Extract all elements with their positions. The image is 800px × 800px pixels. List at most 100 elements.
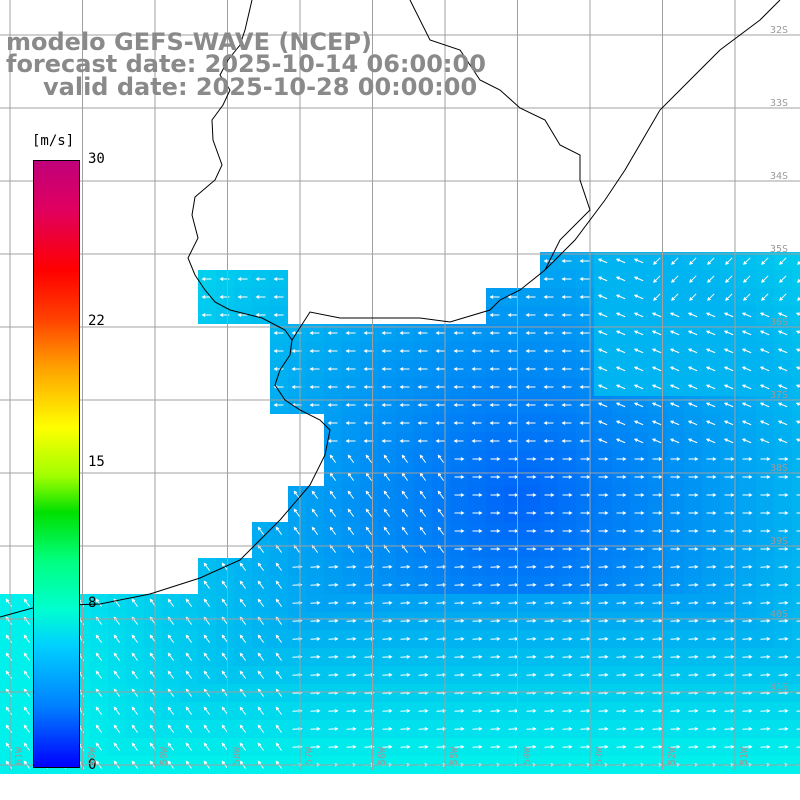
wind-arrow-head — [345, 331, 350, 335]
wind-arrow-head — [640, 601, 645, 605]
wind-arrow-head — [586, 709, 591, 713]
wind-arrow-head — [615, 384, 620, 388]
wind-arrow-head — [203, 652, 208, 657]
wind-arrow-head — [741, 384, 746, 388]
wind-arrow — [95, 671, 103, 679]
wind-arrow-head — [370, 673, 375, 677]
wind-arrow-head — [561, 349, 566, 353]
wind-arrow-head — [543, 439, 548, 443]
wind-arrow — [616, 276, 626, 282]
wind-arrow-head — [460, 457, 465, 461]
wind-arrow-head — [550, 565, 555, 569]
wind-arrow — [5, 689, 13, 697]
wind-arrow-head — [347, 526, 352, 531]
wind-arrow-head — [651, 438, 656, 442]
wind-arrow-head — [489, 403, 494, 407]
wind-arrow-head — [543, 295, 548, 299]
wind-arrow — [760, 312, 770, 318]
wind-arrow — [401, 455, 409, 463]
wind-arrow — [598, 384, 608, 390]
wind-arrow-head — [471, 403, 476, 407]
wind-arrow-head — [352, 673, 357, 677]
wind-arrow — [653, 293, 661, 301]
wind-arrow-head — [743, 279, 747, 283]
wind-arrow-head — [640, 709, 645, 713]
wind-arrow — [742, 330, 752, 336]
wind-arrow — [634, 330, 644, 336]
wind-arrow-head — [543, 349, 548, 353]
wind-arrow-head — [381, 367, 386, 371]
wind-arrow — [707, 275, 715, 283]
wind-arrow — [23, 599, 31, 607]
wind-speed-cell — [792, 360, 800, 378]
wind-arrow-head — [653, 297, 657, 301]
wind-arrow-head — [694, 493, 699, 497]
wind-arrow-head — [219, 295, 224, 299]
wind-arrow-head — [640, 547, 645, 551]
wind-arrow-head — [496, 709, 501, 713]
wind-arrow — [634, 366, 644, 372]
wind-arrow-head — [293, 490, 298, 495]
wind-arrow — [365, 455, 373, 463]
wind-arrow-head — [748, 583, 753, 587]
wind-arrow-head — [532, 637, 537, 641]
wind-arrow-head — [525, 313, 530, 317]
wind-arrow — [598, 330, 608, 336]
wind-arrow-head — [658, 529, 663, 533]
wind-arrow — [706, 330, 716, 336]
wind-arrow-head — [239, 706, 244, 711]
wind-arrow-head — [388, 619, 393, 623]
wind-arrow-head — [460, 619, 465, 623]
wind-arrow-head — [507, 313, 512, 317]
wind-arrow-head — [651, 384, 656, 388]
wind-arrow — [275, 725, 283, 733]
wind-arrow-head — [597, 258, 602, 262]
wind-arrow-head — [399, 331, 404, 335]
wind-arrow-head — [640, 475, 645, 479]
wind-arrow — [257, 563, 265, 571]
wind-arrow-head — [201, 295, 206, 299]
wind-arrow-head — [532, 709, 537, 713]
wind-arrow-head — [329, 508, 334, 513]
wind-arrow-head — [532, 601, 537, 605]
wind-arrow-head — [131, 742, 136, 747]
wind-arrow-head — [586, 619, 591, 623]
wind-arrow — [203, 707, 211, 715]
wind-arrow — [760, 438, 770, 444]
wind-arrow-head — [532, 619, 537, 623]
wind-arrow-head — [365, 526, 370, 531]
wind-arrow-head — [507, 421, 512, 425]
wind-arrow-head — [5, 598, 10, 603]
wind-arrow — [743, 257, 751, 265]
wind-arrow — [203, 743, 211, 751]
wind-arrow — [347, 491, 355, 499]
wind-arrow-head — [748, 727, 753, 731]
wind-arrow-head — [496, 583, 501, 587]
wind-speed-cell — [792, 342, 800, 360]
wind-arrow — [652, 438, 662, 444]
wind-arrow-head — [651, 366, 656, 370]
wind-arrow-head — [239, 742, 244, 747]
wind-arrow-head — [311, 490, 316, 495]
wind-arrow-head — [759, 438, 764, 442]
wind-arrow-head — [604, 493, 609, 497]
wind-arrow — [131, 599, 139, 607]
wind-arrow-head — [532, 457, 537, 461]
wind-arrow-head — [604, 619, 609, 623]
wind-arrow-head — [604, 727, 609, 731]
wind-speed-cell — [792, 306, 800, 324]
wind-arrow-head — [311, 508, 316, 513]
wind-arrow-head — [766, 745, 771, 749]
wind-arrow-head — [257, 688, 262, 693]
wind-arrow-head — [273, 295, 278, 299]
wind-arrow-head — [329, 526, 334, 531]
wind-arrow — [598, 312, 608, 318]
wind-arrow-head — [131, 688, 136, 693]
wind-arrow — [95, 635, 103, 643]
wind-arrow-head — [597, 330, 602, 334]
wind-arrow-head — [604, 745, 609, 749]
wind-arrow-head — [424, 709, 429, 713]
wind-arrow-head — [275, 742, 280, 747]
wind-arrow-head — [239, 580, 244, 585]
wind-arrow-head — [316, 583, 321, 587]
